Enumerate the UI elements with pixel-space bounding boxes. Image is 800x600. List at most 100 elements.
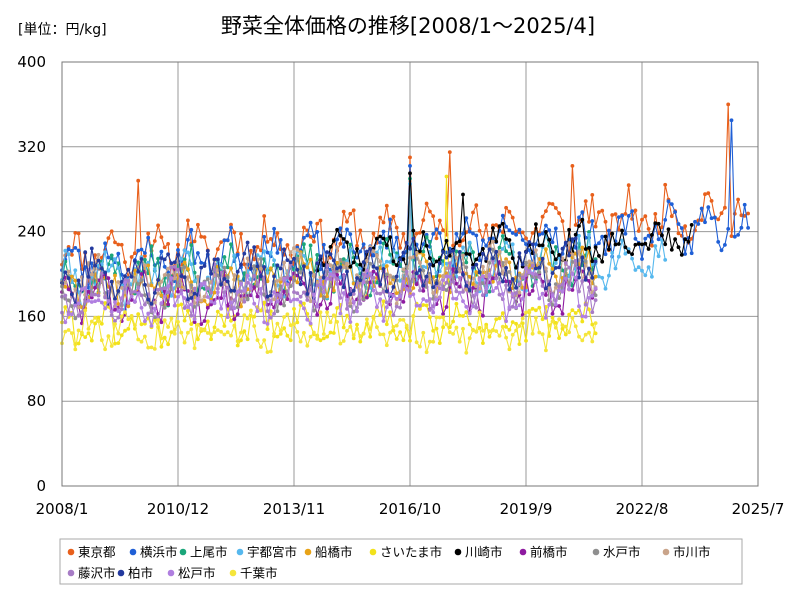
data-point [669,214,674,219]
data-point [129,290,134,294]
data-point [494,223,499,227]
data-point [491,279,495,284]
legend-marker [592,548,600,556]
data-point [312,239,316,244]
data-point [123,260,127,265]
data-point [358,292,363,297]
data-point [464,251,469,256]
data-point [739,213,744,218]
data-point [288,260,293,265]
data-point [653,244,658,248]
data-point [514,285,518,290]
data-point [126,327,131,331]
data-point [709,199,714,203]
data-point [212,290,217,295]
data-point [461,245,465,250]
data-point [454,241,459,245]
data-point [368,246,373,251]
data-point [70,274,74,279]
data-point [580,245,585,250]
data-point [716,217,721,222]
data-point [133,278,137,283]
data-point [481,251,485,256]
data-point [189,283,194,288]
data-point [109,344,114,348]
data-point [457,290,462,295]
data-point [517,227,522,232]
data-point [593,245,598,250]
data-point [328,284,333,289]
data-point [381,267,386,271]
data-point [471,327,475,332]
data-point [282,247,286,252]
data-point [643,236,648,241]
data-point [272,297,276,302]
data-point [394,301,399,306]
data-point [219,329,224,334]
data-point [229,318,233,323]
data-point [583,314,588,319]
data-point [245,316,250,321]
data-point [341,265,346,270]
data-point [215,286,220,291]
data-point [295,330,300,334]
data-point [699,206,704,211]
data-point [567,312,571,317]
data-point [481,264,485,269]
data-point [676,222,681,226]
data-point [212,330,217,334]
data-point [411,274,416,279]
data-point [666,227,671,232]
data-point [136,285,141,290]
data-point [318,267,323,272]
data-point [481,328,485,333]
data-point [162,257,167,262]
data-point [573,236,578,241]
data-point [166,302,171,307]
data-point [729,234,734,239]
data-point [259,345,263,349]
data-point [544,316,548,320]
data-point [275,334,280,339]
data-point [222,332,227,337]
data-point [232,253,237,258]
data-point [265,279,270,284]
data-point [464,216,469,221]
data-point [550,267,555,271]
data-point [388,260,392,264]
data-point [113,307,117,312]
data-point [63,280,68,285]
data-point [398,279,402,283]
data-point [73,268,78,273]
data-point [232,306,237,311]
data-point [553,257,558,262]
data-point [441,312,445,316]
data-point [308,287,313,292]
data-point [550,311,555,316]
data-point [510,231,515,235]
data-point [663,242,668,247]
data-point [597,274,601,279]
data-point [255,264,260,269]
data-point [308,271,313,275]
data-point [166,284,171,289]
data-point [232,273,237,277]
data-point [345,328,349,333]
data-point [437,218,442,223]
data-point [365,295,369,300]
data-point [302,290,306,295]
data-point [222,324,227,328]
data-point [302,235,306,240]
data-point [172,331,177,336]
data-point [182,248,187,253]
data-point [500,292,505,296]
data-point [563,332,568,337]
data-point [139,278,144,282]
data-point [70,292,74,297]
data-point [146,263,151,268]
data-point [580,279,585,283]
data-point [308,220,313,225]
data-point [265,322,270,326]
data-point [209,302,214,307]
